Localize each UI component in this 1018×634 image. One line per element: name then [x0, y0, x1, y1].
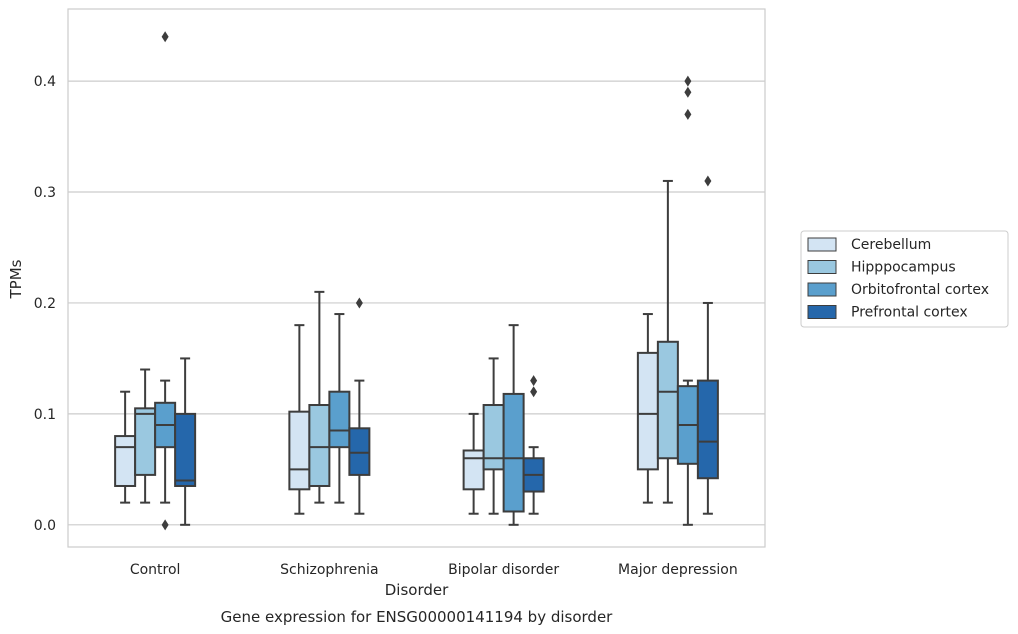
outlier-point	[684, 86, 692, 98]
box-group	[502, 324, 525, 526]
box-group	[482, 357, 505, 515]
y-tick-label: 0.4	[34, 74, 56, 90]
y-tick-label: 0.0	[34, 518, 56, 534]
outlier-point	[161, 519, 169, 531]
box-group	[522, 375, 545, 515]
box	[114, 435, 137, 487]
box	[462, 449, 485, 491]
box	[328, 390, 351, 449]
box-group	[636, 313, 659, 504]
x-tick-label: Control	[130, 562, 181, 578]
box	[174, 412, 197, 487]
outlier-point	[355, 297, 363, 309]
x-tick-label: Major depression	[618, 562, 738, 578]
outlier-point	[704, 175, 712, 187]
box	[482, 404, 505, 471]
box	[348, 427, 371, 476]
box-group	[174, 357, 197, 526]
plot-frame	[67, 8, 766, 548]
box	[308, 404, 331, 487]
legend-label: Prefrontal cortex	[851, 305, 968, 321]
legend-frame	[800, 230, 1009, 328]
y-tick-label: 0.3	[34, 185, 56, 201]
outlier-point	[530, 386, 538, 398]
outlier-point	[684, 108, 692, 120]
box-plot-boxes	[114, 31, 719, 531]
x-tick-labels: Control Schizophrenia Bipolar disorder Majo…	[130, 562, 738, 578]
box	[288, 410, 311, 491]
box	[502, 392, 525, 513]
box	[656, 340, 679, 460]
legend-label: Cerebellum	[851, 237, 931, 253]
legend-swatch	[807, 305, 837, 319]
y-tick-label: 0.1	[34, 407, 56, 423]
box-group	[462, 412, 485, 515]
box-group	[328, 313, 351, 504]
box-group	[308, 290, 331, 504]
y-tick-label: 0.2	[34, 296, 56, 312]
y-axis-label: TPMs	[7, 259, 25, 299]
outlier-point	[684, 75, 692, 87]
box-group	[348, 297, 371, 515]
y-tick-labels: 0.0 0.1 0.2 0.3 0.4	[34, 74, 56, 534]
box	[696, 379, 719, 480]
legend: Cerebellum Hipppocampus Orbitofrontal cort…	[800, 230, 1009, 328]
box	[636, 351, 659, 471]
legend-swatch	[807, 282, 837, 297]
x-tick-label: Schizophrenia	[280, 562, 378, 578]
box-group	[656, 179, 679, 504]
box-group	[114, 390, 137, 504]
box-group	[676, 75, 699, 526]
legend-swatch	[807, 260, 837, 274]
box-group	[288, 324, 311, 515]
legend-label: Orbitofrontal cortex	[851, 282, 989, 298]
outlier-point	[161, 31, 169, 43]
x-axis-label: Disorder	[385, 581, 449, 599]
box-group	[696, 175, 719, 515]
legend-label: Hipppocampus	[851, 260, 956, 276]
outlier-point	[530, 375, 538, 387]
box-group	[134, 368, 157, 504]
x-tick-label: Bipolar disorder	[448, 562, 559, 578]
chart-caption: Gene expression for ENSG00000141194 by d…	[221, 608, 614, 626]
box	[134, 407, 157, 476]
box-group	[154, 31, 177, 531]
legend-swatch	[807, 237, 837, 252]
